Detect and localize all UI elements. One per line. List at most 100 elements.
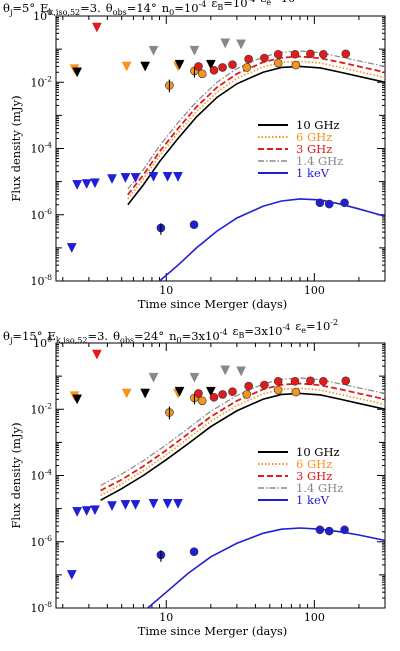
series-line-6-GHz [127, 60, 385, 200]
y-tick-label: 10-2 [31, 401, 53, 416]
x-tick-label: 10 [159, 284, 173, 297]
series-line-1-keV [147, 527, 385, 608]
y-tick-label: 100 [33, 335, 52, 350]
y-axis-label: Flux density (mJy) [9, 422, 23, 528]
y-tick-label: 100 [33, 8, 52, 23]
legend-entry: 1 keV [296, 493, 330, 507]
detection-marker [319, 376, 328, 386]
chart-panel-2: θj=15° Ek,iso,52=3. θobs=24° n0=3x10-4 εB=3x… [3, 318, 386, 638]
title-part-theta-j: θj=5° [3, 1, 35, 17]
upper-limit-marker [90, 178, 100, 189]
upper-limit-marker [121, 388, 132, 399]
y-tick-label: 10-4 [31, 141, 53, 156]
upper-limit-marker [220, 38, 231, 49]
detection-marker [315, 525, 325, 535]
detection-marker [242, 63, 252, 72]
detection-marker [306, 49, 315, 59]
detection-marker [291, 60, 301, 70]
series-line-6-GHz [100, 387, 385, 497]
upper-limit-marker [130, 500, 141, 510]
legend-entry: 10 GHz [296, 445, 340, 459]
detection-marker [228, 387, 237, 396]
detection-marker [324, 526, 334, 536]
upper-limit-marker [72, 67, 83, 78]
detection-marker [194, 389, 203, 398]
title-part-eps-e: εe=10-2 [295, 318, 338, 335]
detection-marker [319, 49, 328, 59]
detection-marker [189, 220, 199, 230]
legend-entry: 1.4 GHz [296, 154, 343, 168]
x-tick-label: 100 [304, 611, 325, 624]
upper-limit-marker [66, 243, 77, 253]
detection-marker [189, 547, 199, 557]
upper-limit-marker [189, 45, 200, 56]
detection-marker [197, 69, 207, 79]
series-line-10-GHz [127, 65, 385, 206]
detection-marker [290, 376, 300, 386]
upper-limit-marker [72, 180, 83, 190]
y-tick-label: 10-8 [31, 600, 53, 615]
detection-marker [209, 65, 219, 75]
detection-marker [306, 376, 315, 386]
detection-marker [273, 49, 283, 59]
title-part-eps-b: εB=3x10-4 [233, 323, 291, 340]
detection-marker [273, 376, 283, 386]
x-axis-label: Time since Merger (days) [138, 297, 288, 311]
upper-limit-marker [66, 570, 77, 580]
detection-marker [324, 199, 334, 209]
y-tick-label: 10-2 [31, 74, 53, 89]
y-tick-label: 10-6 [31, 207, 53, 222]
chart-title: θj=15° Ek,iso,52=3. θobs=24° n0=3x10-4 εB=3x… [3, 318, 338, 345]
upper-limit-marker [107, 501, 117, 512]
legend-entry: 6 GHz [296, 130, 332, 144]
upper-limit-marker [174, 386, 185, 397]
upper-limit-marker [140, 388, 151, 399]
upper-limit-marker [107, 174, 117, 185]
upper-limit-marker [174, 59, 185, 70]
upper-limit-marker [236, 366, 246, 377]
upper-limit-marker [81, 506, 92, 517]
legend-entry: 1.4 GHz [296, 481, 343, 495]
detection-marker [341, 49, 351, 59]
upper-limit-marker [72, 394, 83, 405]
title-part-n0: n0=3x10-4 [169, 328, 227, 345]
upper-limit-marker [173, 172, 183, 182]
title-part-n0: n0=10-4 [162, 0, 207, 17]
title-part-eps-e: εe=10-1 [260, 0, 303, 7]
y-tick-label: 10-6 [31, 534, 53, 549]
title-part-e-k: Ek,iso,52=3. [40, 1, 101, 17]
upper-limit-marker [81, 179, 92, 190]
detection-marker [273, 58, 283, 68]
detection-marker [315, 198, 325, 208]
upper-limit-marker [148, 499, 159, 509]
upper-limit-marker [148, 45, 159, 56]
title-part-theta-obs: θobs=14° [106, 1, 157, 17]
upper-limit-marker [236, 39, 246, 50]
legend-entry: 3 GHz [296, 469, 332, 483]
y-tick-label: 10-8 [31, 273, 53, 288]
series-line-3-GHz [127, 55, 385, 196]
detection-marker [228, 60, 237, 69]
y-axis-label: Flux density (mJy) [9, 95, 23, 201]
upper-limit-marker [189, 372, 200, 383]
upper-limit-marker [162, 499, 173, 509]
upper-limit-marker [121, 61, 132, 72]
upper-limit-marker [205, 59, 216, 70]
upper-limit-marker [148, 372, 159, 383]
series-line-1-keV [158, 198, 385, 281]
detection-marker [291, 387, 301, 397]
detection-marker [340, 525, 349, 535]
upper-limit-marker [72, 507, 83, 517]
detection-marker [260, 380, 269, 390]
upper-limit-marker [140, 61, 151, 72]
x-tick-label: 10 [159, 611, 173, 624]
upper-limit-marker [173, 499, 183, 509]
detection-marker [218, 63, 227, 72]
detection-marker [242, 390, 252, 399]
upper-limit-marker [91, 349, 102, 360]
legend-entry: 10 GHz [296, 118, 340, 132]
detection-marker [273, 385, 283, 395]
legend-entry: 6 GHz [296, 457, 332, 471]
